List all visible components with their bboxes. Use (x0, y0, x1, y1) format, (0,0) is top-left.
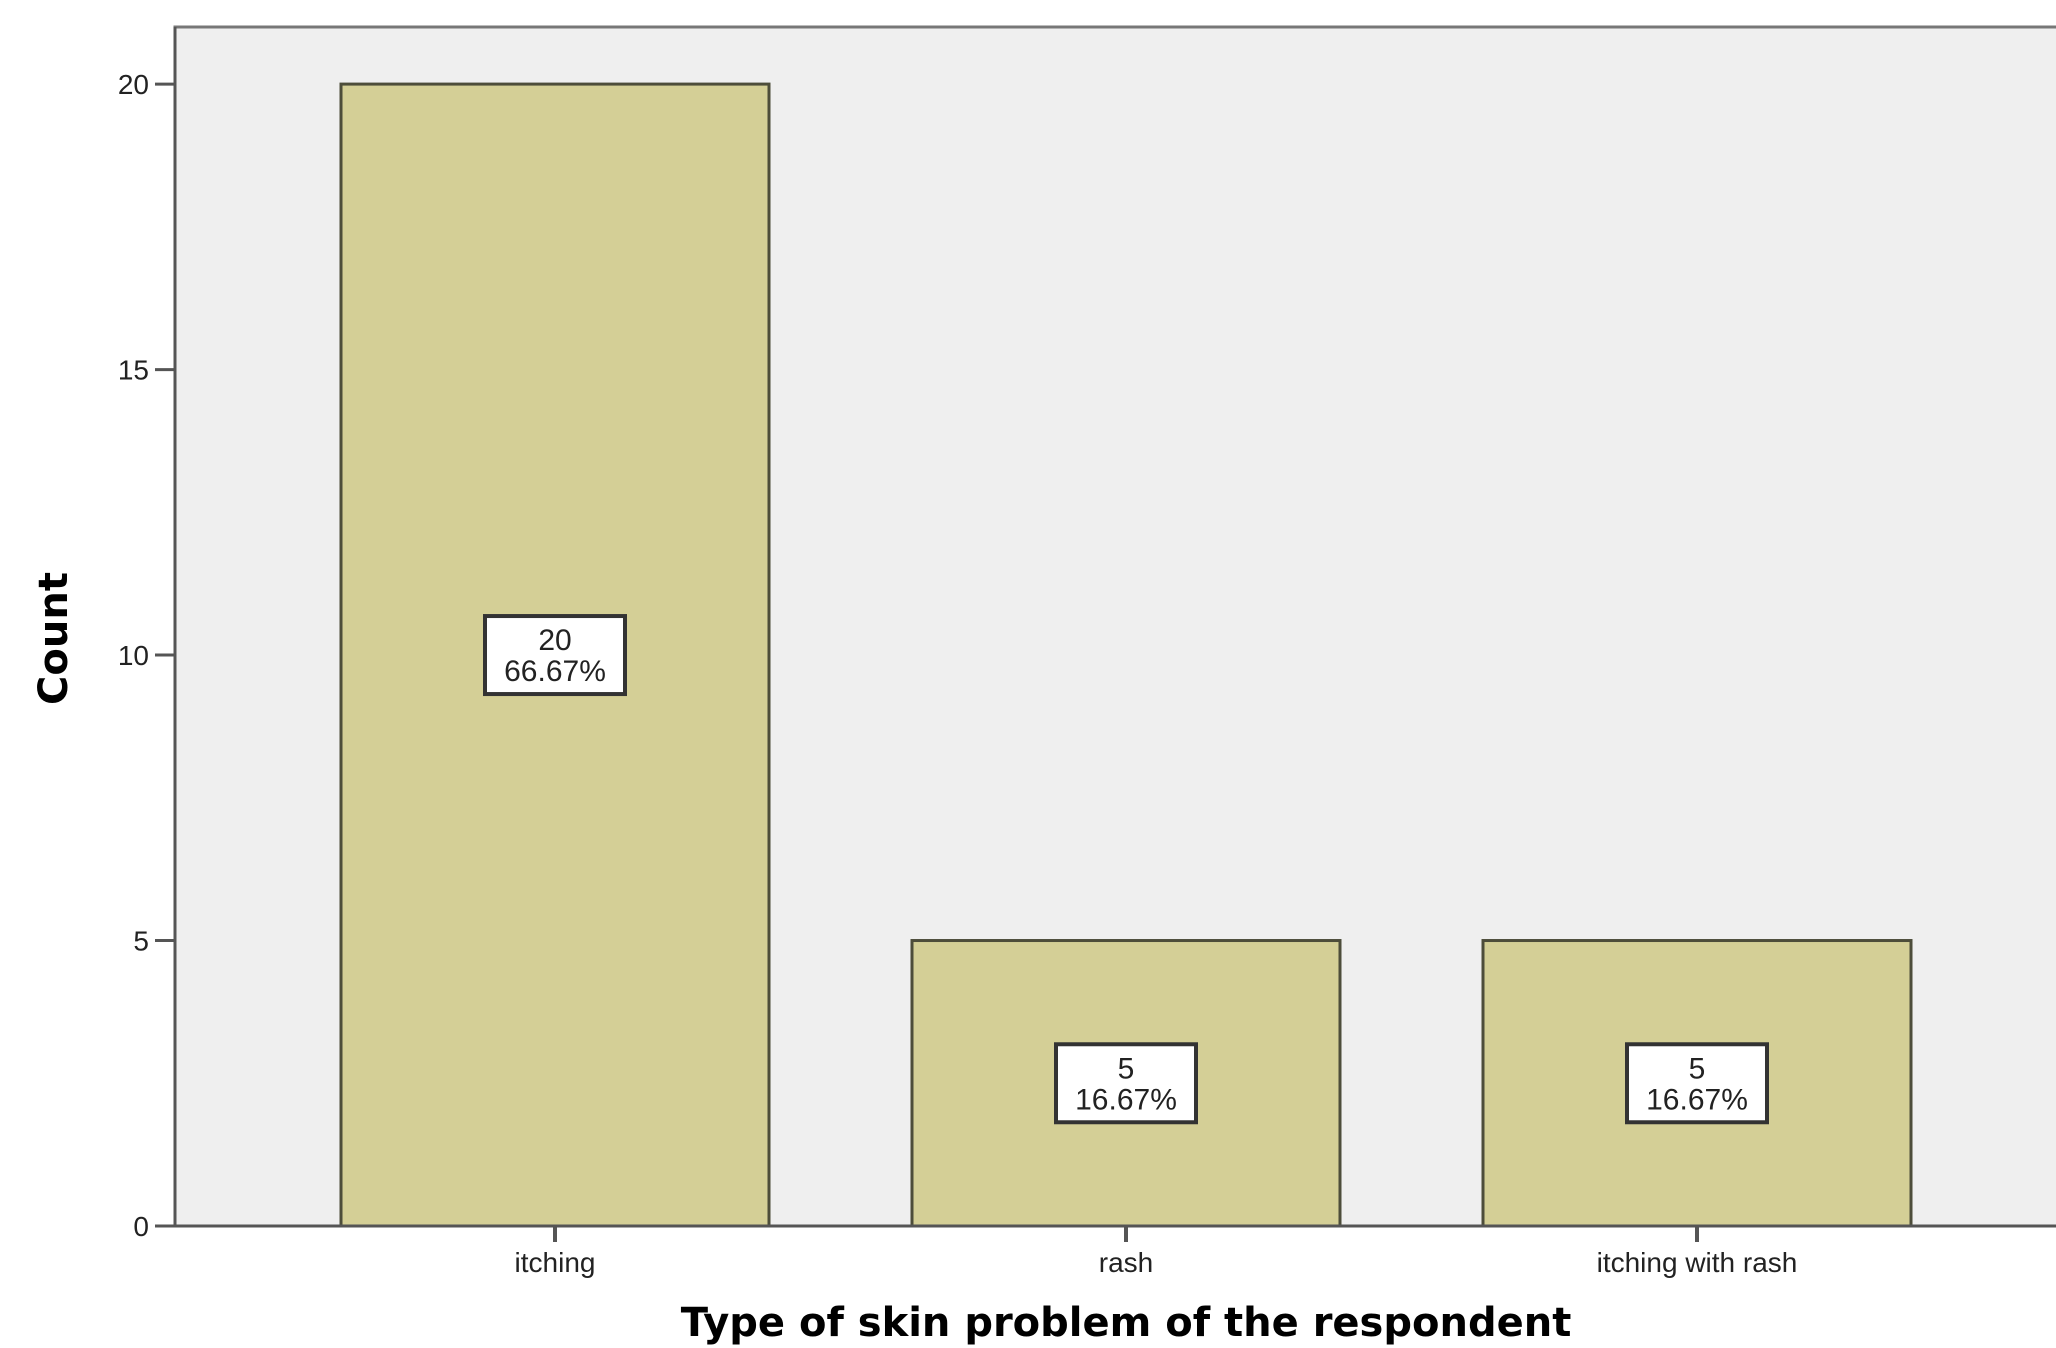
data-label: 516.67% (1625, 1042, 1769, 1125)
x-tick-label: rash (1099, 1247, 1153, 1278)
data-label: 516.67% (1054, 1042, 1198, 1125)
data-label-percent: 66.67% (504, 655, 606, 688)
data-label-count: 5 (1118, 1052, 1135, 1085)
data-label-percent: 16.67% (1646, 1083, 1748, 1116)
y-tick-label: 15 (118, 355, 149, 386)
data-label-box (1054, 1042, 1198, 1125)
y-tick-label: 20 (118, 69, 149, 100)
y-axis-title: Count (31, 572, 77, 705)
x-tick-label: itching with rash (1597, 1247, 1798, 1278)
data-label-box (483, 614, 627, 697)
y-tick-label: 10 (118, 640, 149, 671)
y-tick-label: 0 (133, 1211, 149, 1242)
data-label-percent: 16.67% (1075, 1083, 1177, 1116)
data-label-count: 20 (538, 624, 571, 657)
x-axis-title: Type of skin problem of the respondent (681, 1300, 1572, 1346)
data-label-count: 5 (1689, 1052, 1706, 1085)
axes-group: 0 5 10 15 20 itching rash itching with rash (118, 27, 2056, 1278)
x-tick-label: itching (515, 1247, 596, 1278)
data-label-box (1625, 1042, 1769, 1125)
y-tick-label: 5 (133, 926, 149, 957)
